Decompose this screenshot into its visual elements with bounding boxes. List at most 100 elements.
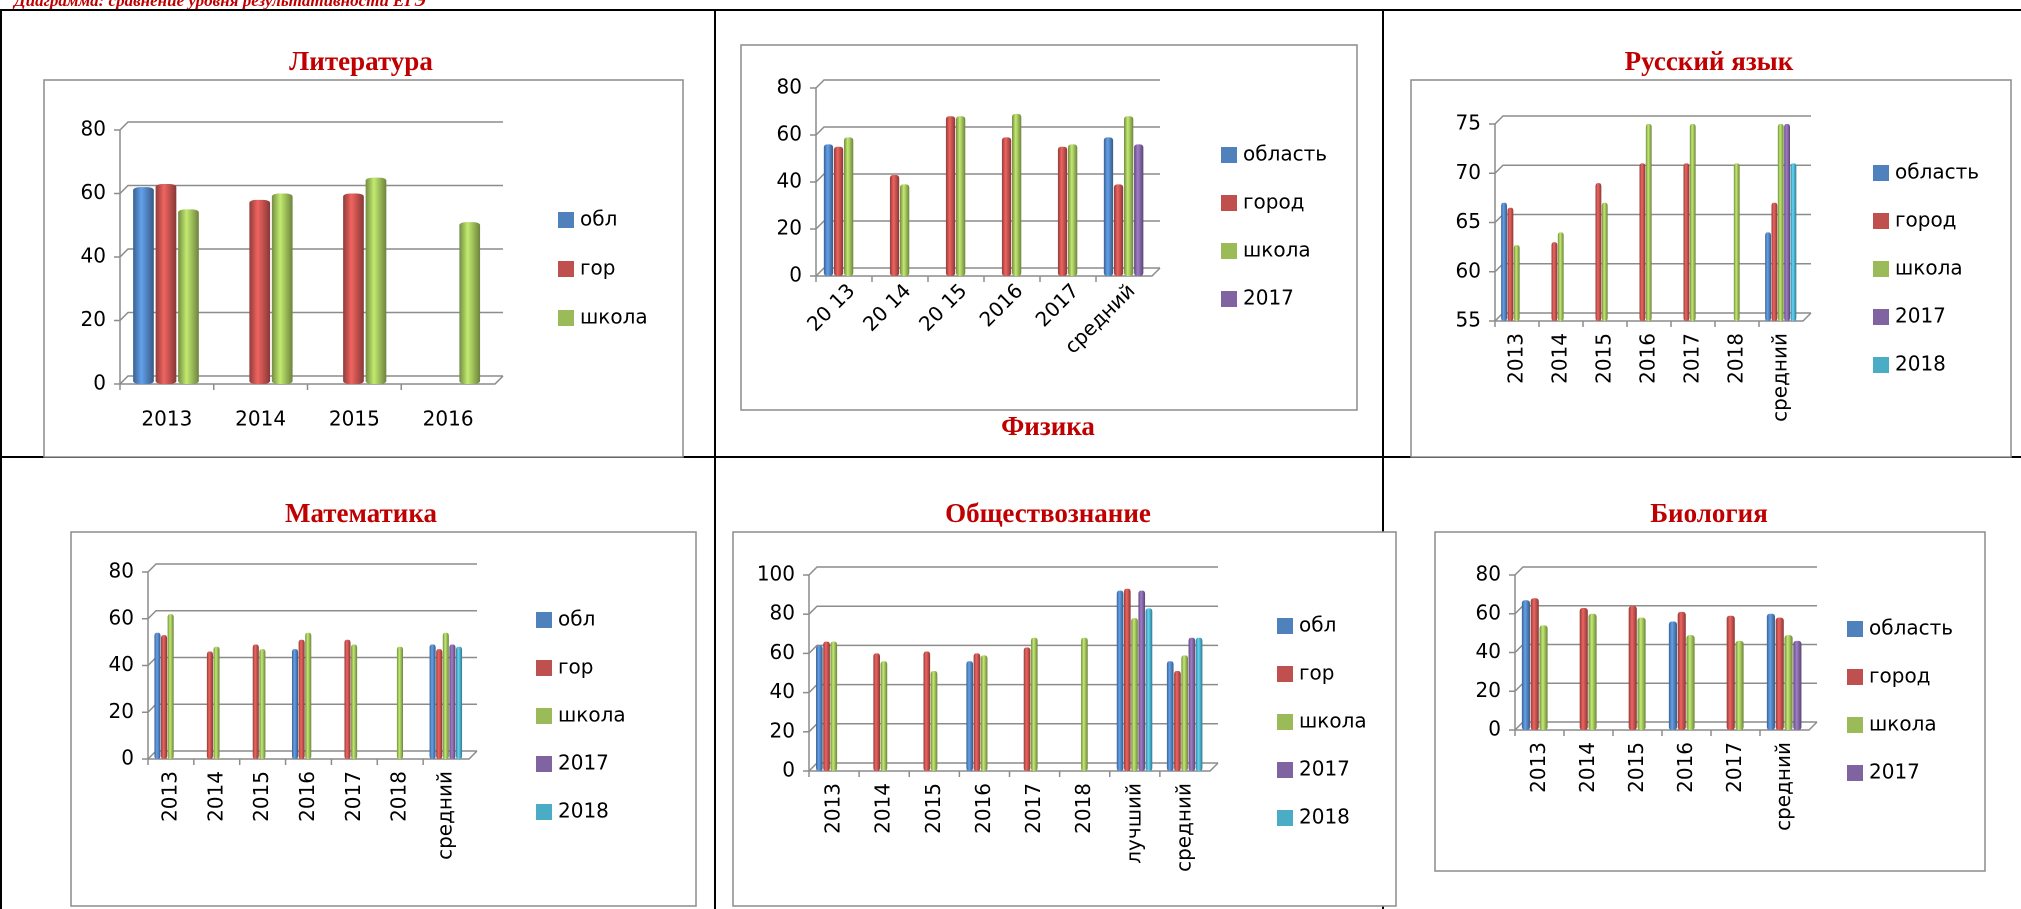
bar (956, 116, 966, 276)
legend-swatch (1221, 147, 1237, 163)
x-tick-label: 2014 (1548, 333, 1572, 384)
x-tick-label: 2013 (1504, 333, 1528, 384)
x-tick-label: 2018 (1724, 333, 1748, 384)
grid-line (147, 610, 477, 620)
x-tick-label: лучший (1121, 783, 1145, 864)
bar (1195, 637, 1203, 771)
bar (206, 651, 213, 759)
bar (1639, 163, 1646, 321)
bar (1645, 124, 1652, 321)
legend-swatch (536, 804, 552, 820)
chart-title: Биология (1650, 498, 1768, 528)
x-tick-label: 2015 (329, 407, 380, 431)
bar (291, 649, 299, 759)
bar (1513, 245, 1520, 321)
legend-swatch (536, 756, 552, 772)
bar (1557, 232, 1564, 321)
legend-label: область (1895, 160, 1979, 184)
bar (1123, 588, 1131, 771)
x-tick-label: 2015 (1624, 742, 1648, 793)
y-tick-label: 20 (81, 307, 106, 331)
chart-title: Обществознание (945, 498, 1151, 528)
legend-swatch (1847, 765, 1863, 781)
y-tick-label: 55 (1456, 308, 1481, 332)
bar (1790, 163, 1797, 321)
x-tick-label: 2014 (871, 783, 895, 834)
bar (1777, 124, 1784, 321)
chart-title: Физика (1001, 411, 1095, 441)
bar (844, 137, 854, 276)
bar (1735, 640, 1744, 730)
bar (343, 193, 364, 384)
bar (1103, 137, 1114, 276)
legend-label: обл (580, 207, 617, 231)
y-tick-label: 40 (109, 652, 134, 676)
x-tick-label: 2013 (157, 771, 181, 822)
bar (1726, 615, 1735, 730)
x-tick-label: 2016 (1673, 742, 1697, 793)
legend-swatch (1221, 243, 1237, 259)
y-tick-label: 20 (1476, 678, 1501, 702)
y-tick-label: 0 (1488, 717, 1501, 741)
legend-swatch (1277, 762, 1293, 778)
x-tick-label: 2018 (1071, 783, 1095, 834)
grid-line (1494, 115, 1811, 125)
bar (1766, 613, 1775, 730)
y-tick-label: 40 (81, 244, 106, 268)
bar (271, 193, 293, 384)
x-tick-label: 2017 (341, 771, 365, 822)
grid-line (815, 126, 1160, 136)
x-tick-label: 2014 (1575, 742, 1599, 793)
grid-line (1514, 566, 1817, 576)
y-tick-label: 60 (1456, 258, 1481, 282)
bar (1530, 598, 1539, 730)
legend-label: школа (1299, 709, 1367, 733)
x-tick-label: 2015 (249, 771, 273, 822)
legend-swatch (1847, 621, 1863, 637)
bar (1686, 635, 1695, 730)
bar (880, 661, 888, 771)
y-tick-label: 80 (109, 559, 134, 583)
bar (449, 644, 456, 759)
legend-swatch (1277, 666, 1293, 682)
grid-line (815, 79, 1160, 89)
y-tick-label: 60 (777, 122, 802, 146)
bar (459, 222, 481, 384)
bar (167, 614, 174, 759)
bar (1081, 637, 1088, 771)
chart-area (70, 531, 697, 907)
bar (1628, 606, 1637, 730)
legend-swatch (1277, 714, 1293, 730)
grid-line (808, 605, 1218, 615)
legend-label: область (1869, 616, 1953, 640)
bar (1131, 618, 1138, 771)
x-tick-label: 2016 (423, 407, 474, 431)
bar (442, 632, 449, 759)
bar (1124, 116, 1134, 276)
bar (1775, 617, 1784, 730)
legend-swatch (1221, 195, 1237, 211)
legend-label: школа (580, 305, 648, 329)
x-tick-label: средний (1771, 742, 1795, 831)
y-tick-label: 40 (1476, 639, 1501, 663)
bar (178, 209, 199, 384)
bar (823, 641, 830, 771)
legend-swatch (536, 708, 552, 724)
bar (1188, 637, 1196, 771)
y-tick-label: 60 (770, 640, 795, 664)
chart-title: Литература (289, 46, 433, 76)
x-tick-label: 2013 (821, 783, 845, 834)
bar (259, 649, 266, 759)
legend-label: школа (1895, 256, 1963, 280)
x-tick-label: 2014 (203, 771, 227, 822)
bar (365, 177, 387, 384)
bar (1784, 124, 1790, 321)
legend-swatch (536, 612, 552, 628)
grid-line (147, 563, 477, 573)
y-tick-label: 60 (109, 605, 134, 629)
legend-swatch (1873, 213, 1889, 229)
bar (1113, 184, 1124, 276)
bar (1521, 600, 1530, 730)
bar (1539, 625, 1548, 730)
